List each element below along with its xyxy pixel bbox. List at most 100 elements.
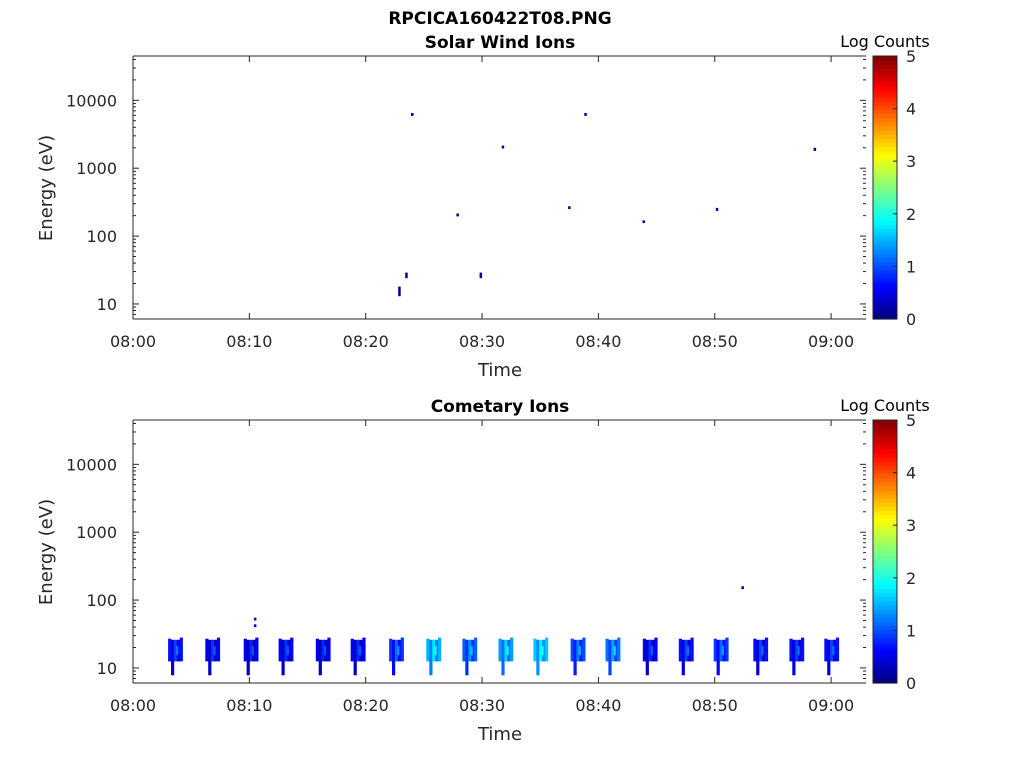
- colorbar-segment: [873, 502, 897, 507]
- data-cell: [465, 639, 469, 676]
- colorbar-segment: [873, 424, 897, 429]
- colorbar-segment: [873, 563, 897, 569]
- colorbar-segment: [873, 142, 897, 148]
- y-tick-label: 1000: [76, 159, 117, 178]
- colorbar-segment: [873, 485, 897, 491]
- data-point: [568, 206, 571, 210]
- data-cell-bright: [613, 646, 616, 656]
- colorbar-segment: [873, 572, 897, 577]
- data-cell-bright: [176, 646, 179, 656]
- colorbar-segment: [873, 543, 897, 548]
- x-tick-label: 08:00: [110, 332, 156, 351]
- y-tick-label: 100: [86, 591, 117, 610]
- data-cell: [713, 638, 717, 662]
- x-tick-label: 08:30: [459, 696, 505, 715]
- colorbar-segment: [873, 109, 897, 115]
- colorbar-segment: [873, 526, 897, 532]
- colorbar-segment: [873, 298, 897, 304]
- colorbar-segment: [873, 650, 897, 655]
- colorbar-segment: [873, 72, 897, 78]
- data-cell: [789, 638, 793, 662]
- colorbar-segment: [873, 269, 897, 275]
- colorbar-segment: [873, 518, 897, 524]
- data-cell: [176, 639, 180, 662]
- data-cell: [542, 639, 546, 662]
- colorbar-segment: [873, 249, 897, 254]
- colorbar-segment: [873, 609, 897, 614]
- colorbar-segment: [873, 522, 897, 528]
- colorbar-segment: [873, 604, 897, 610]
- data-cell: [255, 637, 259, 662]
- colorbar-segment: [873, 576, 897, 581]
- data-cell: [362, 637, 366, 662]
- data-cell: [570, 638, 574, 662]
- colorbar-segment: [873, 199, 897, 205]
- colorbar-tick-label: 1: [906, 257, 916, 276]
- colorbar-segment: [873, 191, 897, 197]
- data-cell: [429, 639, 433, 676]
- colorbar-segment: [873, 245, 897, 250]
- panel-2-xlabel: Time: [477, 724, 522, 745]
- data-point: [642, 220, 645, 224]
- colorbar-segment: [873, 187, 897, 193]
- data-cell: [582, 637, 586, 662]
- colorbar-segment: [873, 166, 897, 172]
- colorbar-tick-label: 5: [906, 411, 916, 430]
- colorbar-tick-label: 4: [906, 100, 916, 119]
- colorbar-segment: [873, 60, 897, 65]
- y-tick-label: 1000: [76, 523, 117, 542]
- colorbar-segment: [873, 253, 897, 258]
- data-cell: [830, 639, 834, 662]
- x-tick-label: 08:30: [459, 332, 505, 351]
- colorbar-segment: [873, 97, 897, 102]
- colorbar-segment: [873, 592, 897, 598]
- colorbar-tick-label: 2: [906, 205, 916, 224]
- colorbar-segment: [873, 530, 897, 536]
- colorbar-segment: [873, 637, 897, 643]
- data-cell: [833, 639, 837, 662]
- data-cell: [725, 637, 729, 662]
- data-cell-bright: [686, 646, 690, 656]
- data-cell: [327, 637, 331, 662]
- data-point: [479, 272, 483, 279]
- data-point: [715, 207, 719, 211]
- data-cell: [762, 639, 766, 662]
- colorbar-segment: [873, 617, 897, 622]
- data-cell: [756, 639, 760, 676]
- colorbar-segment: [873, 473, 897, 479]
- colorbar-segment: [873, 236, 897, 242]
- data-cell: [690, 637, 694, 662]
- colorbar-segment: [873, 646, 897, 651]
- colorbar-segment: [873, 208, 897, 213]
- data-cell: [208, 639, 212, 676]
- colorbar-segment: [873, 113, 897, 119]
- x-tick-label: 08:20: [343, 696, 389, 715]
- data-cell: [435, 639, 439, 662]
- colorbar-segment: [873, 452, 897, 458]
- colorbar-segment: [873, 580, 897, 585]
- colorbar-tick-label: 0: [906, 310, 916, 329]
- data-cell: [654, 637, 658, 662]
- data-cell: [798, 639, 802, 662]
- panel-2-ylabel: Energy (eV): [36, 499, 57, 605]
- panel-1-ylabel: Energy (eV): [36, 135, 57, 241]
- data-cell: [722, 639, 726, 662]
- colorbar-segment: [873, 678, 897, 684]
- colorbar-segment: [873, 461, 897, 466]
- data-point: [501, 145, 505, 149]
- data-cell: [716, 639, 720, 676]
- data-cell: [394, 639, 399, 662]
- colorbar-segment: [873, 428, 897, 433]
- colorbar-segment: [873, 68, 897, 74]
- data-cell: [792, 639, 796, 676]
- data-point: [398, 286, 401, 297]
- colorbar-segment: [873, 286, 897, 291]
- colorbar-segment: [873, 436, 897, 442]
- data-cell: [510, 637, 514, 662]
- panel-1-plot: 08:00 08:10 08:20 08:30 08:40 08:50 09:00 10 100…: [66, 55, 866, 351]
- data-cell: [501, 639, 505, 676]
- data-cell: [684, 639, 688, 662]
- data-cell-bright: [251, 646, 254, 656]
- x-tick-label: 08:40: [575, 332, 621, 351]
- data-cell: [246, 639, 250, 676]
